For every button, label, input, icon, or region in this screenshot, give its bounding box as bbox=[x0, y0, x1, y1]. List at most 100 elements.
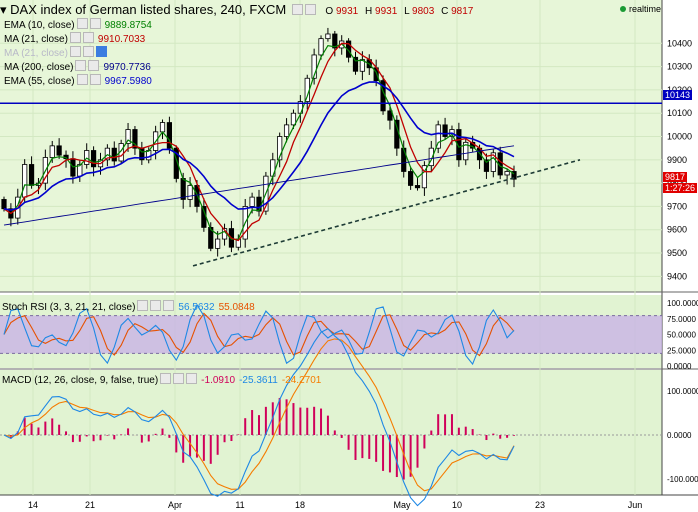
macd-pane-bg bbox=[0, 370, 662, 495]
candle-body bbox=[401, 147, 407, 172]
candle-body bbox=[359, 59, 365, 72]
realtime-status: realtime bbox=[620, 4, 661, 14]
candle-body bbox=[442, 124, 448, 137]
time-tick-label: 21 bbox=[85, 500, 95, 510]
main-tick-label: 10200 bbox=[667, 85, 692, 95]
candle-body bbox=[277, 136, 283, 161]
main-tick-label: 9600 bbox=[667, 225, 687, 235]
symbol-settings-icon[interactable] bbox=[291, 4, 303, 15]
ema10-line bbox=[3, 43, 515, 240]
ohlc-values: O 9931 H 9931 L 9803 C 9817 bbox=[325, 6, 474, 17]
legend-ma21[interactable]: MA (21, close) 9910.7033 bbox=[4, 32, 146, 45]
legend-ema55[interactable]: EMA (55, close) 9967.5980 bbox=[4, 74, 152, 87]
realtime-dot-icon bbox=[620, 6, 626, 12]
candle-body bbox=[173, 147, 179, 179]
main-tick-label: 9400 bbox=[667, 271, 687, 281]
candle-body bbox=[283, 124, 290, 137]
candle-body bbox=[311, 54, 317, 79]
stoch-tick-label: 50.0000 bbox=[667, 331, 696, 340]
candle-body bbox=[215, 238, 221, 249]
time-tick-label: 23 bbox=[535, 500, 545, 510]
time-tick-label: Jun bbox=[628, 500, 643, 510]
candle-body bbox=[325, 33, 331, 40]
time-tick-label: 14 bbox=[28, 500, 38, 510]
candle-body bbox=[249, 196, 255, 207]
candle-body bbox=[187, 185, 193, 200]
price-axis-bg bbox=[662, 0, 698, 495]
time-tick-label: 11 bbox=[235, 500, 244, 510]
symbol-close-icon[interactable] bbox=[304, 4, 316, 15]
time-tick-label: Apr bbox=[168, 500, 182, 510]
candle-body bbox=[208, 227, 214, 249]
legend-macd[interactable]: MACD (12, 26, close, 9, false, true) -1.0… bbox=[2, 373, 322, 386]
candle-body bbox=[435, 124, 441, 149]
main-tick-label: 10400 bbox=[667, 38, 692, 48]
ema55-line bbox=[3, 81, 515, 211]
eye-icon bbox=[95, 46, 107, 57]
candle-body bbox=[132, 129, 138, 149]
candle-body bbox=[490, 152, 496, 172]
stoch-k-line bbox=[3, 303, 515, 366]
stoch-tick-label: 25.0000 bbox=[667, 346, 696, 355]
candle-body bbox=[125, 129, 131, 144]
hline-price-tag: 10143 bbox=[663, 90, 693, 100]
candle-body bbox=[111, 147, 117, 162]
time-tick-label: 18 bbox=[295, 500, 305, 510]
candle-body bbox=[421, 165, 428, 189]
macd-tick-label: 0.0000 bbox=[667, 431, 692, 440]
chart-title: ▾ DAX index of German listed shares, 240… bbox=[0, 2, 477, 18]
candle-body bbox=[511, 171, 517, 180]
candle-body bbox=[166, 122, 173, 149]
legend-ema10[interactable]: EMA (10, close) 9889.8754 bbox=[4, 18, 152, 31]
last-price-tag: 9817 bbox=[663, 172, 688, 182]
candle-body bbox=[90, 150, 97, 168]
main-tick-label: 9700 bbox=[667, 201, 687, 211]
candle-body bbox=[22, 164, 28, 198]
candle-body bbox=[456, 129, 462, 161]
candle-body bbox=[352, 56, 359, 72]
candle-body bbox=[56, 145, 62, 156]
stoch-tick-label: 0.0000 bbox=[667, 362, 692, 371]
candle-body bbox=[463, 141, 469, 161]
countdown-tag: 1:27:26 bbox=[663, 183, 698, 193]
candle-body bbox=[483, 159, 490, 172]
macd-tick-label: -100.0000 bbox=[667, 475, 698, 484]
candle-body bbox=[394, 119, 400, 149]
ticker-dropdown-icon[interactable]: ▾ bbox=[0, 2, 7, 17]
ascending-trend-line bbox=[192, 159, 581, 267]
candle-body bbox=[1, 199, 7, 210]
legend-stoch[interactable]: Stoch RSI (3, 3, 21, 21, close) 56.5632 55… bbox=[2, 300, 255, 313]
macd-tick-label: 100.0000 bbox=[667, 387, 698, 396]
candle-body bbox=[159, 122, 166, 133]
stoch-band bbox=[0, 315, 662, 354]
candle-body bbox=[332, 33, 338, 49]
candle-body bbox=[290, 112, 297, 126]
legend-ma200[interactable]: MA (200, close) 9970.7736 bbox=[4, 60, 151, 73]
macd-line bbox=[3, 328, 515, 507]
stoch-tick-label: 100.0000 bbox=[667, 299, 698, 308]
main-tick-label: 10100 bbox=[667, 108, 692, 118]
candle-body bbox=[104, 147, 110, 161]
candle-body bbox=[194, 185, 200, 207]
time-tick-label: May bbox=[393, 500, 411, 510]
stoch-d-line bbox=[3, 312, 515, 357]
candle-body bbox=[428, 147, 434, 167]
candle-body bbox=[28, 164, 35, 186]
candle-body bbox=[504, 171, 510, 176]
main-pane-bg bbox=[0, 0, 662, 292]
legend-ma21-hidden[interactable]: MA (21, close) bbox=[4, 46, 107, 59]
candle-body bbox=[318, 38, 324, 56]
candle-body bbox=[180, 178, 186, 200]
main-tick-label: 9900 bbox=[667, 155, 687, 165]
main-tick-label: 10300 bbox=[667, 62, 692, 72]
time-tick-label: 10 bbox=[452, 500, 462, 510]
main-tick-label: 10000 bbox=[667, 132, 692, 142]
main-tick-label: 9500 bbox=[667, 248, 687, 258]
candle-body bbox=[387, 110, 393, 121]
candle-body bbox=[414, 185, 421, 189]
symbol-title: DAX index of German listed shares, 240, … bbox=[10, 2, 287, 17]
ma21-line bbox=[3, 42, 515, 242]
ma200-line bbox=[3, 145, 515, 226]
candle-body bbox=[49, 145, 55, 158]
